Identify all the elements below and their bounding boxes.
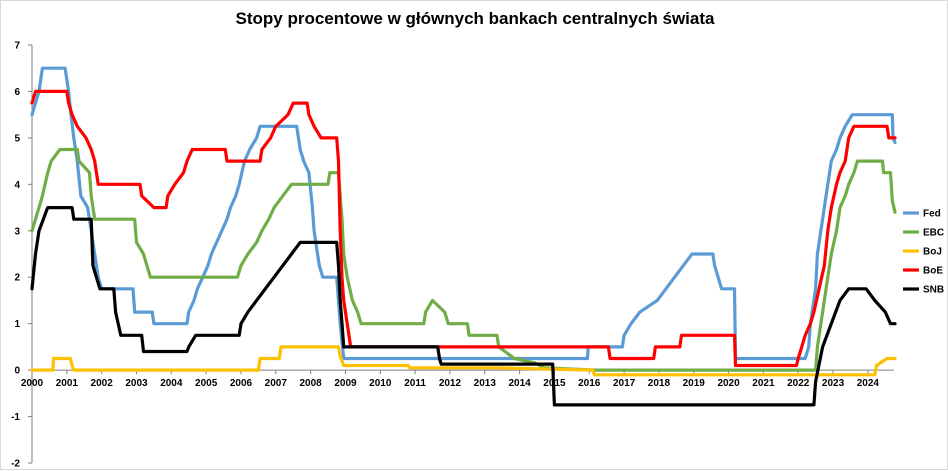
x-tick-label: 2000 — [21, 378, 44, 389]
x-tick-label: 2001 — [56, 378, 79, 389]
x-tick-label: 2013 — [474, 378, 497, 389]
x-tick-label: 2008 — [300, 378, 323, 389]
x-tick-label: 2005 — [195, 378, 218, 389]
x-tick-label: 2002 — [91, 378, 114, 389]
y-tick-label: 7 — [14, 41, 20, 52]
x-tick-label: 2021 — [752, 378, 775, 389]
x-tick-label: 2007 — [265, 378, 288, 389]
series-line-ebc — [30, 147, 897, 372]
legend-label-boe: BoE — [923, 266, 943, 277]
y-tick-label: 1 — [14, 319, 20, 330]
axes-layer: 7 6 5 4 3 2 1 0 -1 -2 2000 2001 2002 2003 2004 2005 2006… — [11, 41, 894, 470]
x-tick-label: 2019 — [683, 378, 706, 389]
x-tick-label: 2014 — [508, 378, 531, 389]
legend-label-boj: BoJ — [923, 247, 942, 258]
x-tick-label: 2017 — [613, 378, 636, 389]
series-line-fed — [30, 66, 897, 361]
x-tick-label: 2023 — [822, 378, 845, 389]
series-line-boe — [30, 89, 897, 368]
legend-label-ebc: EBC — [923, 228, 944, 239]
series-layer — [30, 66, 897, 407]
x-tick-label: 2009 — [334, 378, 357, 389]
y-tick-label: 6 — [14, 87, 20, 98]
x-tick-label: 2010 — [369, 378, 392, 389]
x-tick-label: 2020 — [717, 378, 740, 389]
y-tick-label: 0 — [14, 366, 20, 377]
y-tick-label: 3 — [14, 226, 20, 237]
x-tick-label: 2024 — [857, 378, 880, 389]
x-tick-label: 2004 — [160, 378, 183, 389]
y-tick-label: 2 — [14, 273, 20, 284]
y-tick-label: -1 — [11, 412, 20, 423]
legend-label-fed: Fed — [923, 209, 941, 220]
x-tick-label: 2011 — [404, 378, 426, 389]
y-tick-label: 4 — [14, 180, 20, 191]
x-tick-label: 2003 — [125, 378, 148, 389]
x-tick-label: 2012 — [439, 378, 462, 389]
legend-label-snb: SNB — [923, 285, 944, 296]
x-tick-label: 2016 — [578, 378, 601, 389]
x-tick-label: 2018 — [648, 378, 671, 389]
y-tick-label: -2 — [11, 459, 20, 470]
chart-title: Stopy procentowe w głównych bankach cent… — [235, 9, 715, 28]
x-tick-label: 2022 — [787, 378, 810, 389]
series-line-boj — [30, 345, 897, 377]
legend: Fed EBC BoJ BoE SNB — [903, 209, 944, 296]
series-line-snb — [30, 206, 897, 407]
x-tick-label: 2006 — [230, 378, 253, 389]
y-tick-label: 5 — [14, 133, 20, 144]
